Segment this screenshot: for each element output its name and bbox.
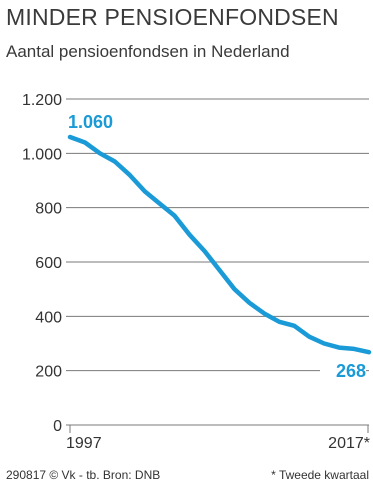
y-axis-tick-labels: 0 200 400 600 800 1.000 1.200 [22,92,62,435]
chart-title: MINDER PENSIOENFONDSEN [6,4,339,30]
label-background [320,358,366,383]
y-tick-label: 200 [35,364,62,381]
gridlines [66,98,369,372]
source-credit: 290817 © Vk - tb. Bron: DNB [6,468,161,482]
annotations: 1.060 268 [68,112,366,383]
x-tick-label: 2017* [328,435,370,452]
y-tick-label: 800 [35,201,62,218]
x-axis [66,424,369,433]
series-layer [67,134,372,355]
data-label-start: 1.060 [68,112,113,132]
footnote: * Tweede kwartaal [271,468,369,482]
y-tick-label: 400 [35,309,62,326]
series-line [67,134,372,355]
chart-subtitle: Aantal pensioenfondsen in Nederland [6,42,290,61]
x-axis-tick-labels: 1997 2017* [66,435,370,452]
y-tick-label: 1.200 [22,92,62,109]
y-tick-label: 1.000 [22,146,62,163]
y-tick-label: 600 [35,255,62,272]
y-tick-label: 0 [53,418,62,435]
data-label-end: 268 [336,361,366,381]
x-tick-label: 1997 [66,435,102,452]
